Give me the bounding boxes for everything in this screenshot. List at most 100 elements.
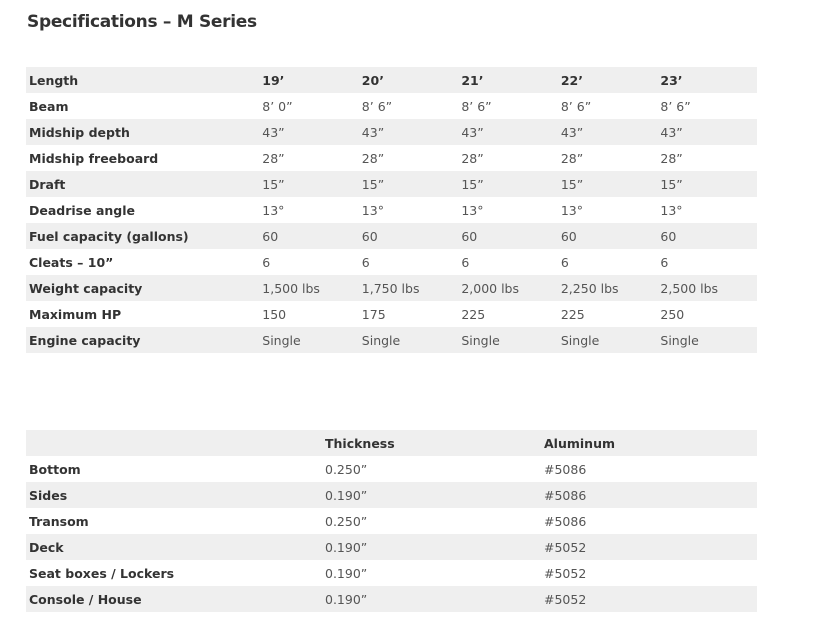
- cell-value: 60: [657, 223, 757, 249]
- cell-value: 43”: [557, 119, 658, 145]
- cell-value: 8’ 6”: [660, 98, 691, 114]
- cell-value: #5052: [544, 565, 587, 581]
- row-label: Draft: [26, 171, 260, 197]
- cell-value: 225: [560, 306, 585, 322]
- cell-value: 250: [660, 306, 685, 322]
- cell-value: #5052: [541, 534, 757, 560]
- cell-value: 0.250”: [325, 461, 368, 477]
- cell-value: 8’ 6”: [461, 98, 492, 114]
- cell-value: 1,500 lbs: [259, 275, 359, 301]
- cell-value: 6: [361, 254, 370, 270]
- cell-value: 0.190”: [322, 586, 541, 612]
- table-row: Bottom 0.250” #5086: [26, 456, 757, 482]
- row-label: Deck: [26, 534, 322, 560]
- row-label: Transom: [29, 513, 89, 529]
- cell-value: 13°: [461, 202, 484, 218]
- row-label: Cleats – 10”: [29, 254, 114, 270]
- cell-value: 0.190”: [325, 565, 368, 581]
- cell-value: 8’ 0”: [262, 98, 293, 114]
- cell-value: 8’ 6”: [361, 98, 393, 114]
- table-row: Midship freeboard 28” 28” 28” 28” 28”: [26, 145, 757, 171]
- cell-value: Single: [458, 327, 558, 353]
- row-label: Deadrise angle: [29, 202, 135, 218]
- table-row: Weight capacity 1,500 lbs 1,750 lbs 2,000 l…: [26, 275, 757, 301]
- row-label: Fuel capacity (gallons): [26, 223, 260, 249]
- cell-value: 6: [560, 254, 569, 270]
- cell-value: 15”: [358, 171, 459, 197]
- row-label: Length: [26, 67, 260, 93]
- cell-value: 21’: [458, 67, 558, 93]
- cell-value: 43”: [458, 119, 558, 145]
- cell-value: #5086: [544, 513, 587, 529]
- table-row: Sides 0.190” #5086: [26, 482, 757, 508]
- cell-value: 0.190”: [322, 482, 541, 508]
- cell-value: 43”: [259, 119, 359, 145]
- cell-value: 60: [557, 223, 658, 249]
- cell-value: Single: [358, 327, 459, 353]
- cell-value: 19’: [259, 67, 359, 93]
- cell-value: 28”: [461, 150, 484, 166]
- cell-value: 60: [358, 223, 459, 249]
- row-label: Beam: [29, 98, 69, 114]
- cell-value: 0.190”: [322, 534, 541, 560]
- table-row: Draft 15” 15” 15” 15” 15”: [26, 171, 757, 197]
- cell-value: 2,250 lbs: [557, 275, 658, 301]
- specifications-table: Length 19’ 20’ 21’ 22’ 23’ Beam 8’ 0” 8’ 6” 8’ 6”…: [26, 67, 757, 353]
- row-label: Maximum HP: [29, 306, 122, 322]
- row-label: Console / House: [26, 586, 322, 612]
- page-title: Specifications – M Series: [27, 12, 257, 32]
- header-row: Length 19’ 20’ 21’ 22’ 23’: [26, 67, 757, 93]
- cell-value: 43”: [657, 119, 757, 145]
- row-label: Midship depth: [26, 119, 260, 145]
- table-row: Deadrise angle 13° 13° 13° 13° 13°: [26, 197, 757, 223]
- table-row: Seat boxes / Lockers 0.190” #5052: [26, 560, 757, 586]
- materials-table: Thickness Aluminum Bottom 0.250” #5086 Sides 0…: [26, 430, 757, 612]
- table-row: Midship depth 43” 43” 43” 43” 43”: [26, 119, 757, 145]
- cell-value: 225: [461, 306, 486, 322]
- row-label: Weight capacity: [26, 275, 260, 301]
- cell-value: 15”: [657, 171, 757, 197]
- table-row: Fuel capacity (gallons) 60 60 60 60 60: [26, 223, 757, 249]
- row-label: Seat boxes / Lockers: [29, 565, 175, 581]
- cell-value: Single: [259, 327, 359, 353]
- cell-value: 13°: [660, 202, 683, 218]
- cell-value: 15”: [458, 171, 558, 197]
- cell-value: 8’ 6”: [560, 98, 592, 114]
- cell-value: 22’: [557, 67, 658, 93]
- cell-value: 15”: [557, 171, 658, 197]
- cell-value: 6: [461, 254, 470, 270]
- cell-value: 20’: [358, 67, 459, 93]
- table-row: Deck 0.190” #5052: [26, 534, 757, 560]
- cell-value: 28”: [361, 150, 385, 166]
- cell-value: 13°: [361, 202, 384, 218]
- cell-value: 13°: [560, 202, 584, 218]
- column-header: [26, 430, 322, 456]
- table-row: Transom 0.250” #5086: [26, 508, 757, 534]
- cell-value: 0.250”: [325, 513, 368, 529]
- cell-value: #5086: [541, 482, 757, 508]
- cell-value: Single: [657, 327, 757, 353]
- cell-value: 1,750 lbs: [358, 275, 459, 301]
- table-row: Cleats – 10” 6 6 6 6 6: [26, 249, 757, 275]
- row-label: Midship freeboard: [29, 150, 159, 166]
- cell-value: 23’: [657, 67, 757, 93]
- row-label: Bottom: [29, 461, 81, 477]
- cell-value: 28”: [262, 150, 285, 166]
- cell-value: 6: [660, 254, 669, 270]
- cell-value: 150: [262, 306, 287, 322]
- cell-value: 60: [458, 223, 558, 249]
- row-label: Engine capacity: [26, 327, 260, 353]
- cell-value: 28”: [560, 150, 584, 166]
- cell-value: Single: [557, 327, 658, 353]
- column-header: Aluminum: [541, 430, 757, 456]
- cell-value: 175: [361, 306, 386, 322]
- cell-value: 28”: [660, 150, 683, 166]
- cell-value: #5052: [541, 586, 757, 612]
- cell-value: 2,500 lbs: [657, 275, 757, 301]
- cell-value: 15”: [259, 171, 359, 197]
- cell-value: 2,000 lbs: [458, 275, 558, 301]
- table-row: Beam 8’ 0” 8’ 6” 8’ 6” 8’ 6” 8’ 6”: [26, 93, 757, 119]
- row-label: Sides: [26, 482, 322, 508]
- table-row: Maximum HP 150 175 225 225 250: [26, 301, 757, 327]
- cell-value: 43”: [358, 119, 459, 145]
